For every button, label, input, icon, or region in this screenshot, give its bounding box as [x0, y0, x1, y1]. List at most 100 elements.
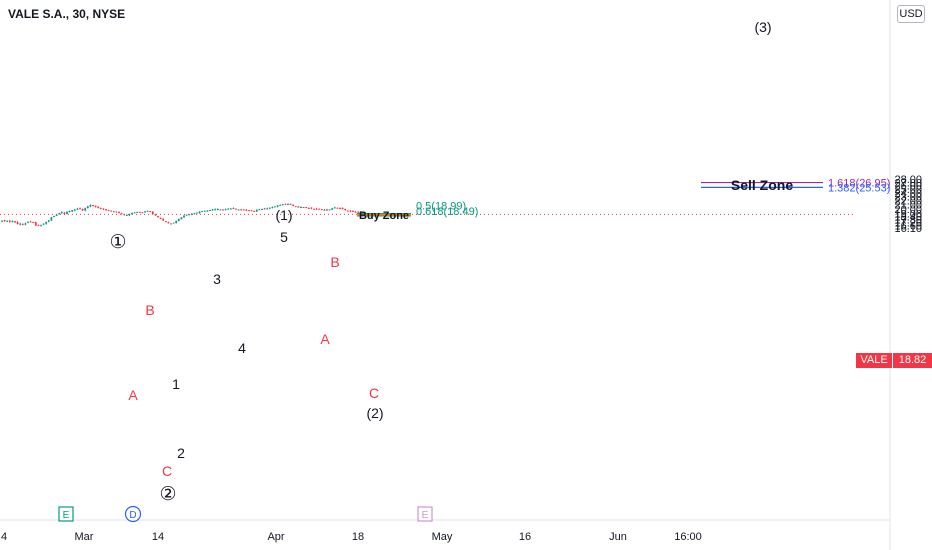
candle-body — [307, 207, 310, 209]
candle-body — [89, 205, 92, 207]
candle-body — [146, 210, 149, 212]
earnings-marker — [417, 506, 433, 522]
x-tick-label: 14 — [152, 531, 164, 543]
candle-body — [300, 207, 302, 209]
candle-body — [37, 225, 40, 227]
candle-body — [219, 209, 222, 211]
candle-body — [34, 222, 37, 226]
candle-body — [154, 214, 157, 216]
wave-label: 5 — [280, 229, 288, 245]
candle-body — [328, 209, 331, 211]
wave-label: C — [162, 463, 172, 479]
candle-body — [170, 223, 172, 225]
x-tick-label: Jun — [609, 531, 627, 543]
candle-body — [144, 211, 146, 213]
candle-body — [73, 209, 76, 211]
wave-label: A — [320, 331, 330, 347]
wave-label: A — [128, 387, 138, 403]
candle-body — [112, 211, 115, 213]
last-price-symbol: VALE — [856, 353, 892, 368]
fib-label-0-5: 0.5(18.99) — [416, 201, 466, 213]
candle-body — [341, 207, 344, 210]
candle-body — [216, 208, 219, 210]
wave-label: C — [369, 385, 379, 401]
candle-body — [157, 216, 159, 218]
candle-body — [55, 214, 58, 216]
candle-body — [198, 211, 201, 213]
candle-body — [284, 203, 287, 205]
candle-body — [346, 210, 349, 212]
candle-body — [86, 206, 89, 209]
candle-body — [294, 206, 297, 208]
candle-body — [149, 211, 152, 213]
candle-body — [53, 215, 55, 218]
y-tick-label: 26.00 — [894, 181, 922, 193]
last-price-value: 18.82 — [892, 353, 932, 368]
candle-body — [289, 203, 292, 205]
y-tick-label: 22.00 — [894, 196, 922, 208]
candle-body — [229, 208, 232, 210]
candle-body — [232, 208, 235, 210]
y-tick-label: 27.00 — [894, 177, 922, 189]
candle-body — [237, 209, 240, 211]
candle-body — [323, 209, 326, 211]
candle-body — [326, 209, 328, 211]
event-marker-letter: E — [63, 510, 70, 521]
candle-body — [175, 220, 178, 223]
y-tick-label: 25.00 — [894, 184, 922, 196]
candle-body — [261, 208, 263, 210]
currency-button[interactable]: USD — [897, 5, 925, 23]
candle-body — [302, 207, 305, 209]
candle-body — [352, 210, 354, 212]
candle-body — [242, 209, 245, 211]
candle-body — [190, 213, 193, 215]
candle-body — [172, 222, 175, 224]
candle-body — [151, 211, 154, 214]
candle-body — [185, 214, 188, 216]
candle-body — [159, 217, 162, 220]
candle-body — [79, 208, 81, 210]
candle-body — [107, 209, 110, 211]
candle-body — [115, 211, 118, 213]
candle-body — [136, 211, 139, 213]
y-tick-label: 16.10 — [894, 223, 922, 235]
candle-body — [24, 223, 27, 225]
candle-body — [318, 208, 321, 210]
candle-body — [250, 210, 253, 212]
candle-body — [188, 214, 191, 216]
candle-body — [287, 204, 289, 206]
candle-body — [222, 209, 224, 211]
candle-body — [245, 209, 248, 211]
candle-body — [84, 208, 87, 211]
candle-body — [21, 223, 24, 225]
candle-body — [349, 210, 352, 212]
candle-body — [359, 211, 362, 213]
x-tick-label: Apr — [267, 531, 284, 543]
candle-body — [266, 208, 269, 210]
candle-body — [92, 204, 94, 207]
candle-body — [63, 212, 66, 214]
candle-body — [45, 221, 48, 224]
candle-body — [76, 208, 79, 210]
candle-body — [331, 208, 334, 210]
candle-body — [141, 212, 144, 214]
candle-body — [167, 222, 170, 224]
candle-body — [206, 210, 209, 212]
candle-body — [339, 207, 341, 209]
candle-body — [29, 221, 32, 223]
candle-body — [16, 222, 19, 225]
y-tick-label: 17.20 — [894, 217, 922, 229]
fib-label-1-382: 1.382(25.53) — [828, 182, 890, 194]
candle-body — [68, 210, 71, 212]
x-tick-label: 4 — [1, 531, 7, 543]
candle-body — [94, 205, 97, 208]
candle-body — [66, 211, 68, 214]
candle-body — [320, 209, 323, 211]
candle-body — [133, 212, 136, 214]
candle-body — [110, 210, 113, 212]
candle-body — [279, 204, 282, 206]
wave-label: (2) — [366, 405, 383, 421]
candle-body — [336, 207, 339, 209]
